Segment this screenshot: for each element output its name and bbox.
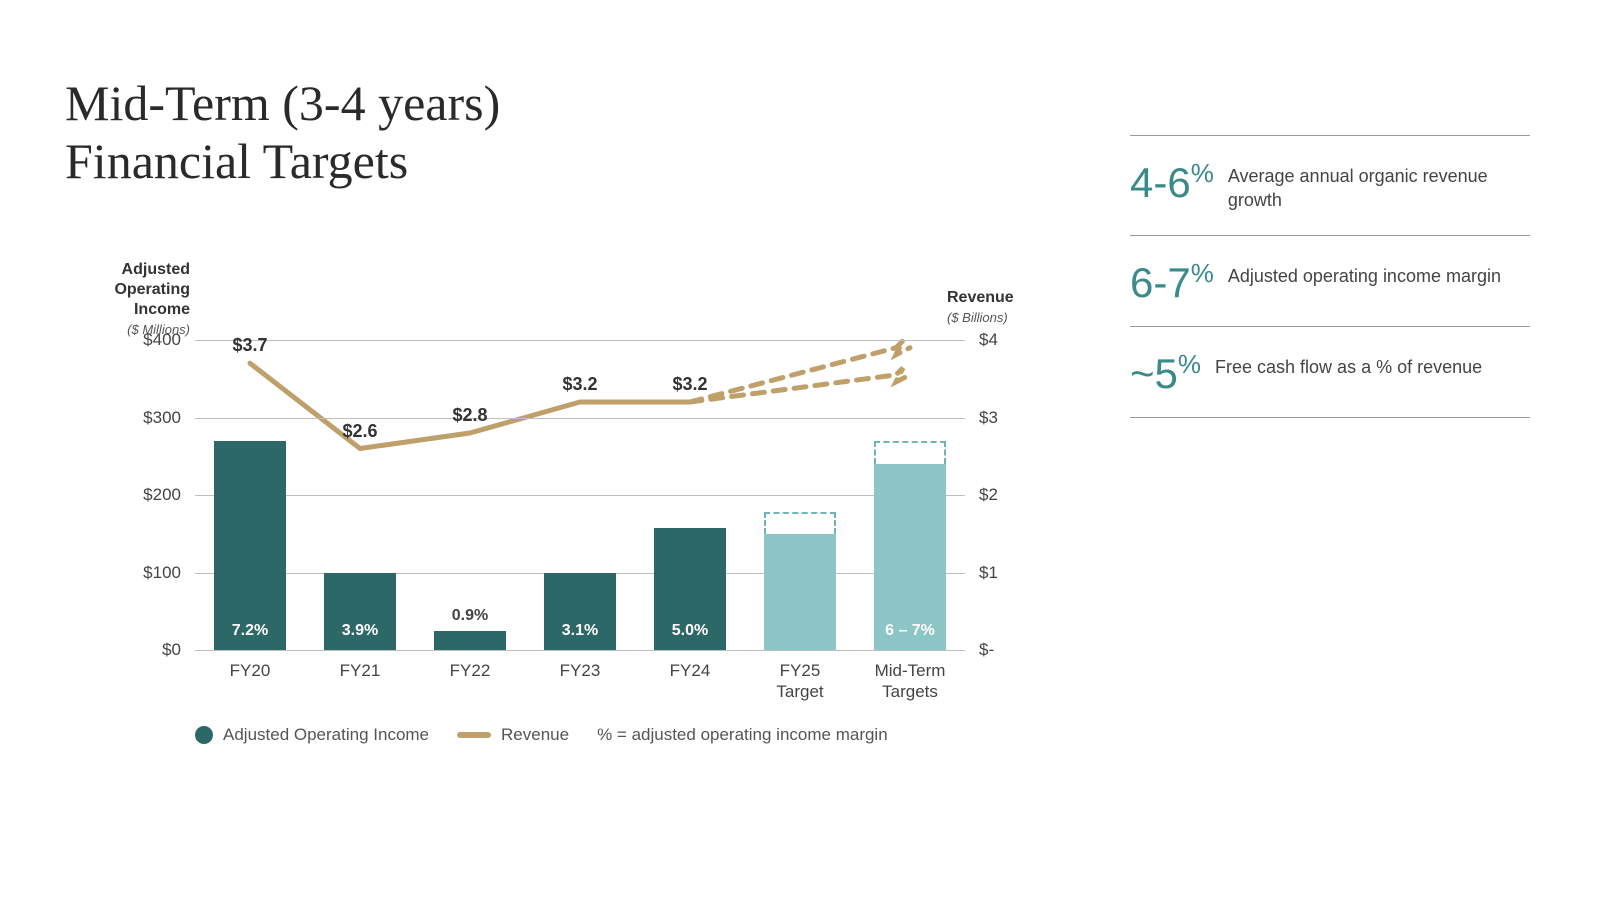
- ytick-left: $0: [162, 640, 181, 660]
- swatch-bar-icon: [195, 726, 213, 744]
- target-row-operating-margin: 6-7% Adjusted operating income margin: [1130, 235, 1530, 326]
- ytick-left: $300: [143, 408, 181, 428]
- x-category: FY21: [305, 660, 415, 681]
- revenue-point-label: $3.2: [672, 374, 707, 395]
- bar-margin-label: 3.1%: [540, 622, 620, 640]
- target-desc: Free cash flow as a % of revenue: [1215, 351, 1482, 379]
- gridline: [195, 650, 965, 651]
- revenue-point-label: $3.7: [232, 335, 267, 356]
- bar-range-upper: [874, 441, 946, 464]
- target-value: 4-6%: [1130, 160, 1214, 204]
- page-title: Mid-Term (3-4 years) Financial Targets: [65, 75, 500, 190]
- ytick-right: $2: [979, 485, 998, 505]
- target-desc: Average annual organic revenue growth: [1228, 160, 1530, 213]
- title-line-1: Mid-Term (3-4 years): [65, 75, 500, 131]
- ytick-right: $3: [979, 408, 998, 428]
- targets-panel: 4-6% Average annual organic revenue grow…: [1130, 135, 1530, 418]
- bar-margin-label: 6 – 7%: [870, 622, 950, 640]
- bar-margin-label: 3.9%: [320, 622, 400, 640]
- bar: [214, 441, 286, 650]
- x-category: FY23: [525, 660, 635, 681]
- swatch-line-icon: [457, 732, 491, 738]
- ytick-right: $1: [979, 563, 998, 583]
- bar-margin-label: 7.2%: [210, 622, 290, 640]
- bar-margin-label: 0.9%: [430, 607, 510, 625]
- bar-margin-label: 5.0%: [650, 622, 730, 640]
- revenue-point-label: $2.8: [452, 405, 487, 426]
- legend-item-bars: Adjusted Operating Income: [195, 725, 429, 745]
- legend-note: % = adjusted operating income margin: [597, 725, 888, 745]
- ytick-left: $400: [143, 330, 181, 350]
- gridline: [195, 418, 965, 419]
- left-axis-title: Adjusted Operating Income ($ Millions): [60, 260, 190, 340]
- ytick-right: $-: [979, 640, 994, 660]
- x-category: FY22: [415, 660, 525, 681]
- x-category: FY24: [635, 660, 745, 681]
- x-category: Mid-TermTargets: [855, 660, 965, 703]
- target-desc: Adjusted operating income margin: [1228, 260, 1501, 288]
- gridline: [195, 340, 965, 341]
- revenue-point-label: $2.6: [342, 421, 377, 442]
- target-value: ~5%: [1130, 351, 1201, 395]
- bar: [764, 534, 836, 650]
- revenue-point-label: $3.2: [562, 374, 597, 395]
- x-category: FY25Target: [745, 660, 855, 703]
- target-row-revenue-growth: 4-6% Average annual organic revenue grow…: [1130, 135, 1530, 235]
- right-axis-title: Revenue ($ Billions): [947, 288, 1037, 328]
- ytick-left: $200: [143, 485, 181, 505]
- bar: [434, 631, 506, 650]
- ytick-left: $100: [143, 563, 181, 583]
- title-line-2: Financial Targets: [65, 133, 408, 189]
- target-row-free-cash-flow: ~5% Free cash flow as a % of revenue: [1130, 326, 1530, 418]
- x-category: FY20: [195, 660, 305, 681]
- target-value: 6-7%: [1130, 260, 1214, 304]
- gridline: [195, 495, 965, 496]
- plot-area: $0$-$100$1$200$2$300$3$400$47.2%FY203.9%…: [195, 340, 965, 650]
- legend-item-line: Revenue: [457, 725, 569, 745]
- chart-legend: Adjusted Operating Income Revenue % = ad…: [195, 725, 888, 745]
- ytick-right: $4: [979, 330, 998, 350]
- bar-range-upper: [764, 512, 836, 534]
